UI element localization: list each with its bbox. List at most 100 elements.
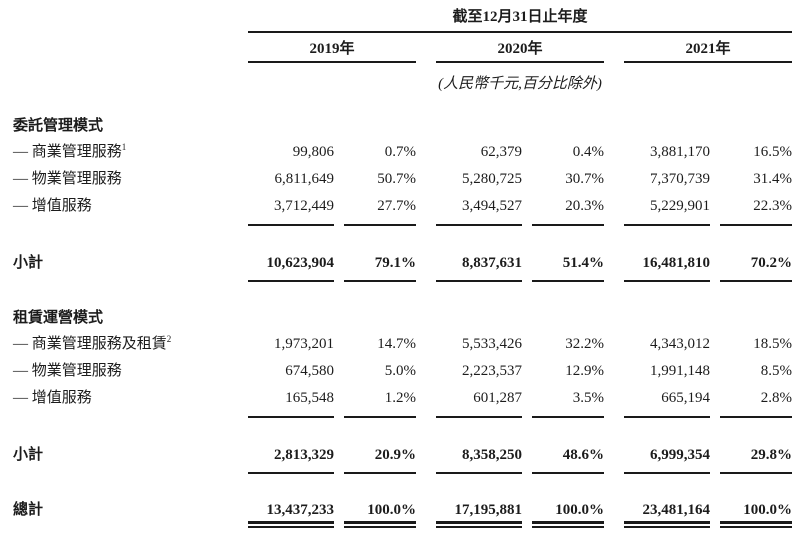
year-2020-label: 2020年 <box>497 41 543 57</box>
subtotal-label: 小計 <box>13 447 44 463</box>
year-2021-label: 2021年 <box>685 41 731 57</box>
percent-2021: 16.5% <box>753 144 792 160</box>
row-label: — 增值服務 <box>13 385 248 418</box>
header-top-rule <box>13 31 792 33</box>
row-label: — 物業管理服務 <box>13 166 248 193</box>
period-header-row: 截至12月31日止年度 <box>13 9 792 26</box>
year-2021-rule <box>624 61 792 63</box>
footnote-superscript: 2 <box>166 334 172 344</box>
amount-2020: 62,379 <box>480 144 522 160</box>
table-row: — 物業管理服務 674,580 5.0% 2,223,537 12.9% 1,… <box>13 358 792 385</box>
percent-2021: 70.2% <box>720 254 792 282</box>
amount-2020: 5,280,725 <box>462 171 522 187</box>
amount-2020: 8,837,631 <box>436 254 522 282</box>
percent-2021: 31.4% <box>753 171 792 187</box>
year-2019-label: 2019年 <box>309 41 355 57</box>
percent-2021: 18.5% <box>753 336 792 352</box>
amount-2020-cell: 17,195,881 <box>436 501 522 528</box>
row-label: — 物業管理服務 <box>13 358 248 385</box>
amount-2019: 13,437,233 <box>266 502 335 518</box>
percent-2020: 100.0% <box>555 502 604 518</box>
percent-2021-cell: 100.0% <box>720 501 792 528</box>
year-underline-row <box>13 61 792 63</box>
percent-2019: 79.1% <box>344 254 416 282</box>
amount-2019: 165,548 <box>248 385 334 418</box>
row-label: — 商業管理服務1 <box>13 139 248 166</box>
amount-2019: 1,973,201 <box>274 336 334 352</box>
total-row: 總計 13,437,233 100.0% 17,195,881 100.0% 2… <box>13 501 792 528</box>
amount-2020: 8,358,250 <box>436 446 522 474</box>
percent-2021: 2.8% <box>720 385 792 418</box>
double-rule <box>344 521 416 528</box>
row-label-text: — 商業管理服務 <box>13 144 122 160</box>
table-row: — 增值服務 165,548 1.2% 601,287 3.5% 665,194… <box>13 385 792 418</box>
amount-2021: 665,194 <box>624 385 710 418</box>
amount-2019: 3,712,449 <box>248 193 334 226</box>
section-header-lease: 租賃運營模式 <box>13 309 792 327</box>
percent-2020: 20.3% <box>532 193 604 226</box>
section-title: 租賃運營模式 <box>13 310 104 326</box>
row-label: — 商業管理服務及租賃2 <box>13 331 248 358</box>
percent-2021: 100.0% <box>743 502 792 518</box>
amount-2019: 2,813,329 <box>248 446 334 474</box>
amount-2019: 674,580 <box>285 363 334 379</box>
subtotal-row: 小計 2,813,329 20.9% 8,358,250 48.6% 6,999… <box>13 446 792 474</box>
percent-2020: 0.4% <box>572 144 604 160</box>
percent-2019: 100.0% <box>367 502 416 518</box>
percent-2019: 14.7% <box>377 336 416 352</box>
amount-2021: 5,229,901 <box>624 193 710 226</box>
double-rule <box>436 521 522 528</box>
row-label-text: — 商業管理服務及租賃 <box>13 336 167 352</box>
percent-2019: 20.9% <box>344 446 416 474</box>
percent-2019: 27.7% <box>344 193 416 226</box>
amount-2020: 601,287 <box>436 385 522 418</box>
footnote-superscript: 1 <box>121 142 127 152</box>
percent-2020: 30.7% <box>565 171 604 187</box>
year-2020-rule <box>436 61 604 63</box>
percent-2020-cell: 100.0% <box>532 501 604 528</box>
double-rule <box>624 521 710 528</box>
amount-2020: 3,494,527 <box>436 193 522 226</box>
financial-table: 截至12月31日止年度 2019年 2020年 2021年 (人民幣千元,百分比… <box>13 9 792 528</box>
unit-note: (人民幣千元,百分比除外) <box>438 76 602 92</box>
table-row: — 商業管理服務1 99,806 0.7% 62,379 0.4% 3,881,… <box>13 139 792 166</box>
amount-2019-cell: 13,437,233 <box>248 501 334 528</box>
amount-2020: 5,533,426 <box>462 336 522 352</box>
row-label-text: — 增值服務 <box>13 198 92 214</box>
percent-2019: 5.0% <box>384 363 416 379</box>
double-rule <box>248 521 334 528</box>
double-rule <box>720 521 792 528</box>
table-row: — 增值服務 3,712,449 27.7% 3,494,527 20.3% 5… <box>13 193 792 226</box>
percent-2020: 3.5% <box>532 385 604 418</box>
double-rule <box>532 521 604 528</box>
row-label-text: — 物業管理服務 <box>13 171 122 187</box>
table-row: — 商業管理服務及租賃2 1,973,201 14.7% 5,533,426 3… <box>13 331 792 358</box>
percent-2020: 48.6% <box>532 446 604 474</box>
subtotal-label: 小計 <box>13 255 44 271</box>
amount-2021-cell: 23,481,164 <box>624 501 710 528</box>
percent-2021: 29.8% <box>720 446 792 474</box>
unit-note-row: (人民幣千元,百分比除外) <box>13 75 792 93</box>
percent-2019: 1.2% <box>344 385 416 418</box>
amount-2020: 2,223,537 <box>462 363 522 379</box>
subtotal-row: 小計 10,623,904 79.1% 8,837,631 51.4% 16,4… <box>13 254 792 282</box>
period-title: 截至12月31日止年度 <box>452 9 588 25</box>
amount-2019: 10,623,904 <box>248 254 334 282</box>
amount-2021: 16,481,810 <box>624 254 710 282</box>
percent-2021: 8.5% <box>760 363 792 379</box>
amount-2019: 99,806 <box>292 144 334 160</box>
amount-2021: 3,881,170 <box>650 144 710 160</box>
table-row: — 物業管理服務 6,811,649 50.7% 5,280,725 30.7%… <box>13 166 792 193</box>
percent-2020: 32.2% <box>565 336 604 352</box>
row-label-text: — 增值服務 <box>13 390 92 406</box>
amount-2021: 4,343,012 <box>650 336 710 352</box>
amount-2021: 6,999,354 <box>624 446 710 474</box>
total-label: 總計 <box>13 502 44 518</box>
percent-2020: 12.9% <box>565 363 604 379</box>
year-2019-rule <box>248 61 416 63</box>
year-header-row: 2019年 2020年 2021年 <box>13 39 792 59</box>
amount-2020: 17,195,881 <box>454 502 523 518</box>
percent-2020: 51.4% <box>532 254 604 282</box>
amount-2021: 23,481,164 <box>642 502 711 518</box>
percent-2019: 0.7% <box>384 144 416 160</box>
